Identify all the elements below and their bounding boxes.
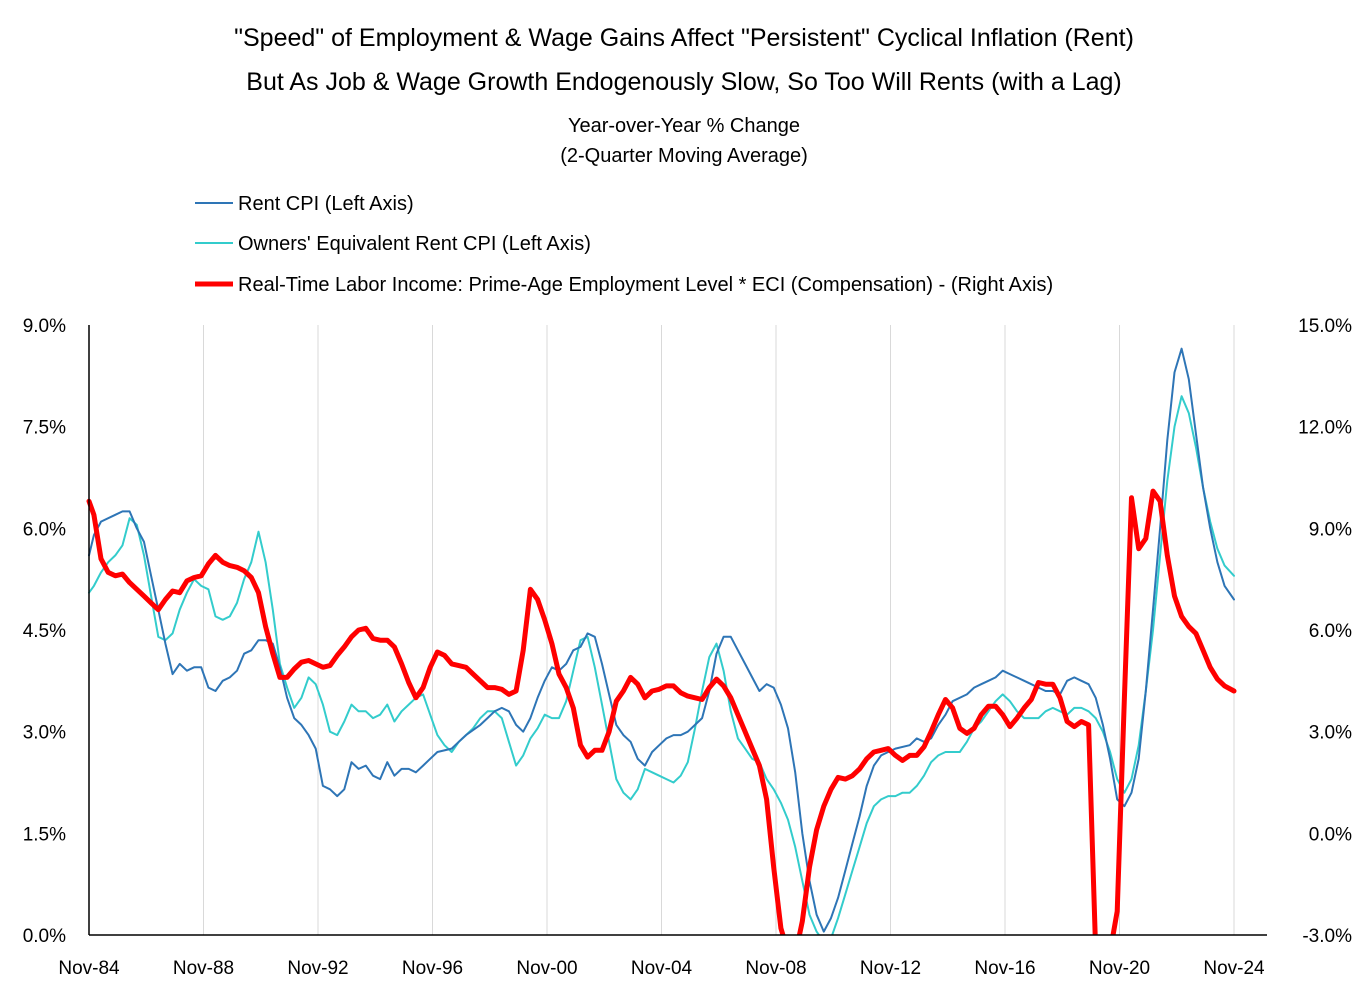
oer-cpi-line [88,395,1235,935]
gridlines [88,325,1235,935]
x-tick-label: Nov-96 [402,958,463,979]
left-y-tick-label: 0.0% [23,926,66,947]
right-y-tick-label: -3.0% [1302,926,1352,947]
x-tick-label: Nov-00 [516,958,577,979]
left-y-tick-label: 4.5% [23,621,66,642]
rent-cpi-line [88,347,1235,933]
x-tick-label: Nov-24 [1203,958,1265,979]
x-tick-label: Nov-16 [974,958,1035,979]
legend: Rent CPI (Left Axis) Owners' Equivalent … [195,193,1053,296]
right-y-tick-label: 9.0% [1309,519,1352,540]
left-y-tick-label: 1.5% [23,824,66,845]
x-tick-label: Nov-84 [58,958,120,979]
tick-labels: Nov-84 Nov-88 Nov-92 Nov-96 Nov-00 Nov-04 Nov-… [23,316,1352,979]
right-y-tick-label: 6.0% [1309,621,1352,642]
left-y-tick-label: 9.0% [23,316,66,337]
axes [88,325,1267,936]
series-group [86,347,1237,935]
x-tick-label: Nov-12 [860,958,921,979]
chart-title-line2: But As Job & Wage Growth Endogenously Sl… [246,68,1121,96]
right-y-tick-label: 15.0% [1298,316,1352,337]
right-y-tick-label: 0.0% [1309,824,1352,845]
legend-label-oer-cpi: Owners' Equivalent Rent CPI (Left Axis) [238,233,591,255]
x-tick-label: Nov-92 [287,958,348,979]
chart-subtitle-line2: (2-Quarter Moving Average) [560,145,808,167]
labor-income-line [86,488,1237,935]
left-y-tick-label: 7.5% [23,418,66,439]
x-tick-label: Nov-20 [1089,958,1150,979]
x-tick-label: Nov-88 [173,958,234,979]
left-y-tick-label: 6.0% [23,519,66,540]
right-y-tick-label: 3.0% [1309,723,1352,744]
left-y-tick-label: 3.0% [23,723,66,744]
chart-title: "Speed" of Employment & Wage Gains Affec… [234,24,1134,52]
x-tick-label: Nov-04 [631,958,693,979]
legend-label-rent-cpi: Rent CPI (Left Axis) [238,193,414,215]
right-y-tick-label: 12.0% [1298,418,1352,439]
legend-label-labor-income: Real-Time Labor Income: Prime-Age Employ… [238,274,1053,296]
chart-subtitle: Year-over-Year % Change [568,115,800,137]
x-tick-label: Nov-08 [745,958,806,979]
